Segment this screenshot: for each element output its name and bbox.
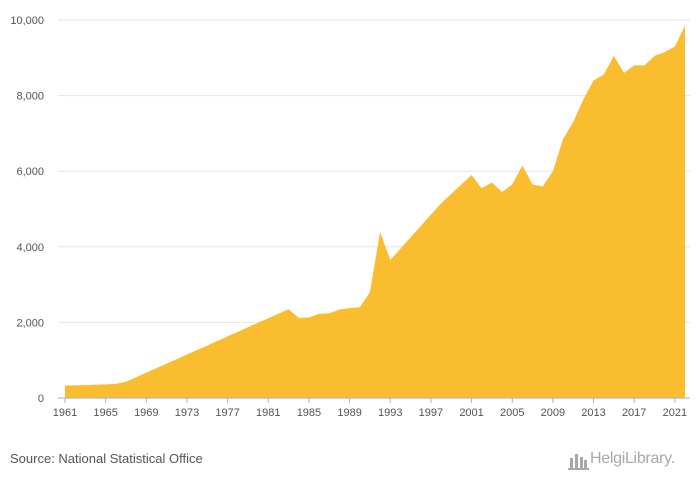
- x-tick-label: 1969: [134, 407, 158, 419]
- series-layer: [65, 25, 685, 398]
- data-point-2003: [489, 180, 495, 186]
- data-point-1964: [92, 382, 98, 388]
- data-point-1976: [214, 338, 220, 344]
- y-tick-label: 6,000: [16, 166, 44, 178]
- data-point-1999: [448, 191, 454, 197]
- x-tick-label: 1973: [175, 407, 199, 419]
- x-tick-label: 2013: [581, 407, 605, 419]
- x-tick-label: 2001: [459, 407, 483, 419]
- data-point-2008: [540, 183, 546, 189]
- data-point-1997: [428, 212, 434, 218]
- x-tick-label: 1985: [297, 407, 321, 419]
- data-point-1995: [408, 234, 414, 240]
- y-tick-label: 0: [38, 393, 44, 405]
- data-point-1978: [235, 329, 241, 335]
- data-point-1991: [367, 289, 373, 295]
- brand-name: HelgiLibrary.: [590, 450, 675, 467]
- data-point-1998: [438, 200, 444, 206]
- series-area: [65, 25, 685, 398]
- data-point-2020: [662, 49, 668, 55]
- x-axis-ticks: 1961 1965 1969 1973 1977 1981 1985 1989 1993 1997…: [53, 398, 687, 419]
- data-point-2011: [570, 119, 576, 125]
- x-tick-label: 1977: [215, 407, 239, 419]
- data-point-1992: [377, 229, 383, 235]
- x-tick-label: 1961: [53, 407, 77, 419]
- data-point-1969: [143, 370, 149, 376]
- data-point-2021: [672, 43, 678, 49]
- data-point-2018: [641, 62, 647, 68]
- data-point-1972: [174, 356, 180, 362]
- data-point-2006: [519, 163, 525, 169]
- data-point-1965: [103, 381, 109, 387]
- data-point-2015: [611, 53, 617, 59]
- x-tick-label: 2021: [663, 407, 687, 419]
- y-tick-label: 2,000: [16, 317, 44, 329]
- data-point-1988: [336, 307, 342, 313]
- data-point-2001: [469, 172, 475, 178]
- x-tick-label: 1989: [337, 407, 361, 419]
- y-axis-ticks: 0 2,000 4,000 6,000 8,000 10,000: [10, 15, 44, 405]
- x-tick-label: 2009: [541, 407, 565, 419]
- data-point-2002: [479, 185, 485, 191]
- data-point-1979: [245, 324, 251, 330]
- data-point-1977: [225, 333, 231, 339]
- data-point-1970: [153, 365, 159, 371]
- data-point-1983: [286, 306, 292, 312]
- data-point-1968: [133, 374, 139, 380]
- x-tick-label: 1997: [419, 407, 443, 419]
- y-tick-label: 4,000: [16, 242, 44, 254]
- x-tick-label: 1981: [256, 407, 280, 419]
- data-point-2013: [591, 77, 597, 83]
- y-tick-label: 8,000: [16, 91, 44, 103]
- data-point-2022: [682, 23, 688, 29]
- y-tick-label: 10,000: [10, 15, 44, 27]
- data-point-2014: [601, 72, 607, 78]
- data-point-2017: [631, 62, 637, 68]
- data-point-1989: [347, 305, 353, 311]
- data-point-2000: [458, 181, 464, 187]
- data-point-1962: [72, 382, 78, 388]
- data-point-1963: [82, 382, 88, 388]
- data-point-1967: [123, 379, 129, 385]
- data-point-1961: [62, 383, 68, 389]
- data-point-2009: [550, 168, 556, 174]
- data-point-1990: [357, 304, 363, 310]
- data-point-1981: [265, 315, 271, 321]
- data-point-1994: [397, 246, 403, 252]
- x-tick-label: 1993: [378, 407, 402, 419]
- data-point-2004: [499, 189, 505, 195]
- data-point-2007: [530, 181, 536, 187]
- data-point-1980: [255, 320, 261, 326]
- area-chart: 0 2,000 4,000 6,000 8,000 10,000 1961 1965 1969…: [10, 15, 690, 419]
- data-point-1966: [113, 381, 119, 387]
- data-point-1973: [184, 352, 190, 358]
- data-point-1996: [418, 223, 424, 229]
- data-point-1974: [194, 347, 200, 353]
- data-point-1984: [296, 315, 302, 321]
- data-point-1982: [275, 311, 281, 317]
- source-note: Source: National Statistical Office: [10, 451, 203, 466]
- data-point-2016: [621, 70, 627, 76]
- data-point-2019: [652, 53, 658, 59]
- x-tick-label: 1965: [93, 407, 117, 419]
- data-point-1986: [316, 311, 322, 317]
- data-point-1985: [306, 314, 312, 320]
- data-point-1975: [204, 342, 210, 348]
- x-tick-label: 2005: [500, 407, 524, 419]
- data-point-2010: [560, 136, 566, 142]
- data-point-1971: [164, 361, 170, 367]
- x-tick-label: 2017: [622, 407, 646, 419]
- data-point-1987: [326, 310, 332, 316]
- helgilibrary-logo: HelgiLibrary.: [568, 449, 692, 471]
- library-logo-icon: [568, 454, 589, 470]
- data-point-2012: [580, 96, 586, 102]
- data-point-2005: [509, 181, 515, 187]
- data-point-1993: [387, 257, 393, 263]
